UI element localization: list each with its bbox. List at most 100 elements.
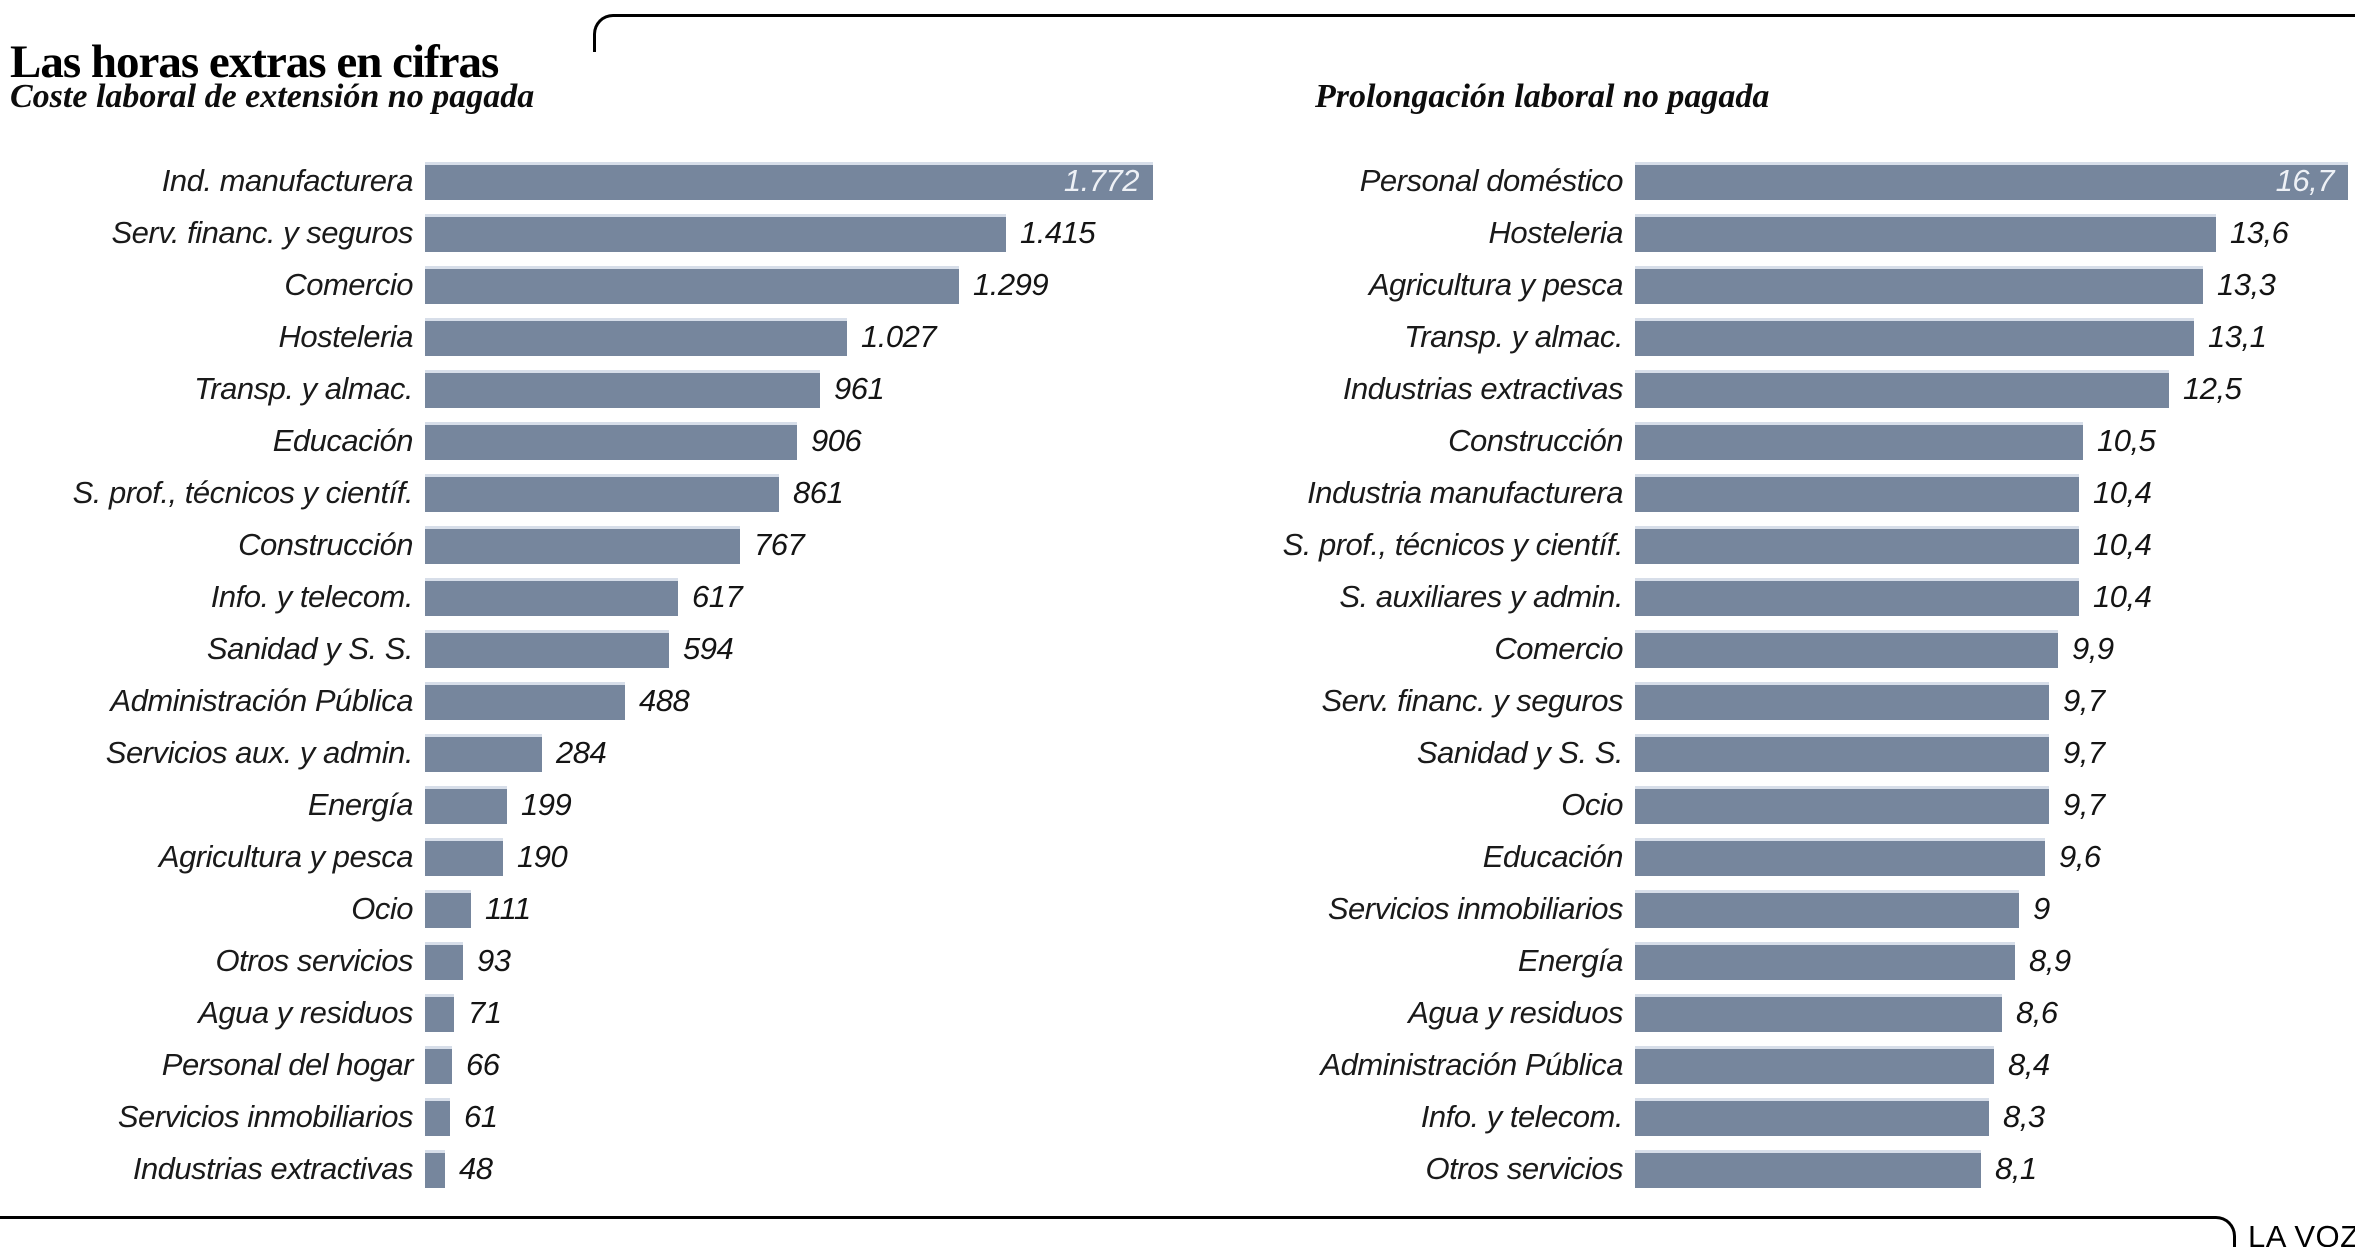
bar-row: Ind. manufacturera 1.772	[0, 155, 1178, 207]
bar-row: Comercio 1.299	[0, 259, 1178, 311]
bar-track: 488	[425, 682, 1178, 720]
bar-row: Servicios inmobiliarios 9	[1178, 883, 2355, 935]
bar-track: 71	[425, 994, 1178, 1032]
category-label: Ocio	[1561, 787, 1623, 822]
category-label: Industria manufacturera	[1307, 475, 1623, 510]
bar-track: 190	[425, 838, 1178, 876]
bar-row: Sanidad y S. S. 594	[0, 623, 1178, 675]
category-label: Servicios inmobiliarios	[117, 1099, 414, 1134]
bar-row: Administración Pública 488	[0, 675, 1178, 727]
bar	[1635, 734, 2049, 772]
bar	[1635, 994, 2002, 1032]
bar-track: 13,3	[1635, 266, 2355, 304]
category-label: Energía	[1517, 943, 1624, 978]
bar-row: Serv. financ. y seguros 9,7	[1178, 675, 2355, 727]
bar-track: 199	[425, 786, 1178, 824]
bar	[1635, 890, 2019, 928]
value-label: 10,5	[2097, 423, 2156, 458]
bar-row: Ocio 9,7	[1178, 779, 2355, 831]
category-label: Personal doméstico	[1359, 163, 1624, 198]
bar	[1635, 474, 2079, 512]
bar	[425, 474, 779, 512]
bar-track: 12,5	[1635, 370, 2355, 408]
bar-row: Energía 199	[0, 779, 1178, 831]
bar	[425, 890, 471, 928]
bar-track: 767	[425, 526, 1178, 564]
value-label: 1.027	[861, 319, 937, 354]
value-label: 8,6	[2016, 995, 2058, 1030]
bar-track: 13,6	[1635, 214, 2355, 252]
bar	[425, 1046, 452, 1084]
bar-row: Servicios inmobiliarios 61	[0, 1091, 1178, 1143]
category-label: Administración Pública	[1320, 1047, 1623, 1082]
value-label: 9,7	[2063, 683, 2105, 718]
bar-track: 61	[425, 1098, 1178, 1136]
bar	[425, 786, 507, 824]
category-label: Otros servicios	[1425, 1151, 1624, 1186]
bar	[1635, 422, 2083, 460]
bar-row: Comercio 9,9	[1178, 623, 2355, 675]
value-label: 8,1	[1995, 1151, 2037, 1186]
category-label: Industrias extractivas	[132, 1151, 414, 1186]
value-label: 488	[639, 683, 690, 718]
bar	[1635, 370, 2169, 408]
bar-track: 111	[425, 890, 1178, 928]
bar	[1635, 162, 2348, 200]
bar-row: Info. y telecom. 617	[0, 571, 1178, 623]
value-label: 1.415	[1020, 215, 1096, 250]
value-label: 8,9	[2029, 943, 2071, 978]
bar-row: S. auxiliares y admin. 10,4	[1178, 571, 2355, 623]
credit-la-voz: LA VOZ	[2248, 1219, 2355, 1247]
bar-track: 1.415	[425, 214, 1178, 252]
bar-track: 9,6	[1635, 838, 2355, 876]
page-title: Las horas extras en cifras	[10, 36, 499, 89]
category-label: Servicios inmobiliarios	[1327, 891, 1624, 926]
category-label: Agua y residuos	[1408, 995, 1623, 1030]
category-label: Personal del hogar	[161, 1047, 414, 1082]
value-label: 9,9	[2072, 631, 2114, 666]
bar-track: 594	[425, 630, 1178, 668]
bar	[1635, 942, 2015, 980]
category-label: Energía	[307, 787, 414, 822]
bar	[1635, 266, 2203, 304]
category-label: Agricultura y pesca	[158, 839, 414, 874]
bar	[1635, 214, 2216, 252]
bar	[1635, 838, 2045, 876]
value-label: 861	[793, 475, 844, 510]
value-label: 16,7	[2275, 163, 2335, 198]
bar-track: 8,1	[1635, 1150, 2355, 1188]
bar	[425, 942, 463, 980]
bar	[1635, 318, 2194, 356]
right-chart-title: Prolongación laboral no pagada	[1315, 78, 1770, 115]
value-label: 13,1	[2208, 319, 2267, 354]
left-chart-title: Coste laboral de extensión no pagada	[10, 78, 535, 115]
category-label: Construcción	[238, 527, 413, 562]
value-label: 190	[517, 839, 568, 874]
bar	[1635, 578, 2079, 616]
value-label: 594	[683, 631, 734, 666]
top-bracket-rule	[593, 14, 2355, 52]
bar-track: 9,7	[1635, 682, 2355, 720]
category-label: Hosteleria	[1488, 215, 1623, 250]
bar-row: Industria manufacturera 10,4	[1178, 467, 2355, 519]
bar-row: Agricultura y pesca 13,3	[1178, 259, 2355, 311]
bar-track: 9,9	[1635, 630, 2355, 668]
bar	[1635, 630, 2058, 668]
value-label: 9,7	[2063, 735, 2105, 770]
category-label: Construcción	[1448, 423, 1623, 458]
bar-row: Servicios aux. y admin. 284	[0, 727, 1178, 779]
bar-row: Personal doméstico 16,7	[1178, 155, 2355, 207]
value-label: 9,6	[2059, 839, 2101, 874]
value-label: 10,4	[2093, 475, 2152, 510]
value-label: 284	[556, 735, 607, 770]
bar	[425, 1098, 450, 1136]
bar-row: Educación 906	[0, 415, 1178, 467]
bar	[425, 214, 1006, 252]
value-label: 66	[466, 1047, 500, 1082]
value-label: 8,3	[2003, 1099, 2045, 1134]
bar-row: Agua y residuos 71	[0, 987, 1178, 1039]
category-label: Industrias extractivas	[1342, 371, 1624, 406]
category-label: Educación	[1482, 839, 1624, 874]
bar	[1635, 1046, 1994, 1084]
